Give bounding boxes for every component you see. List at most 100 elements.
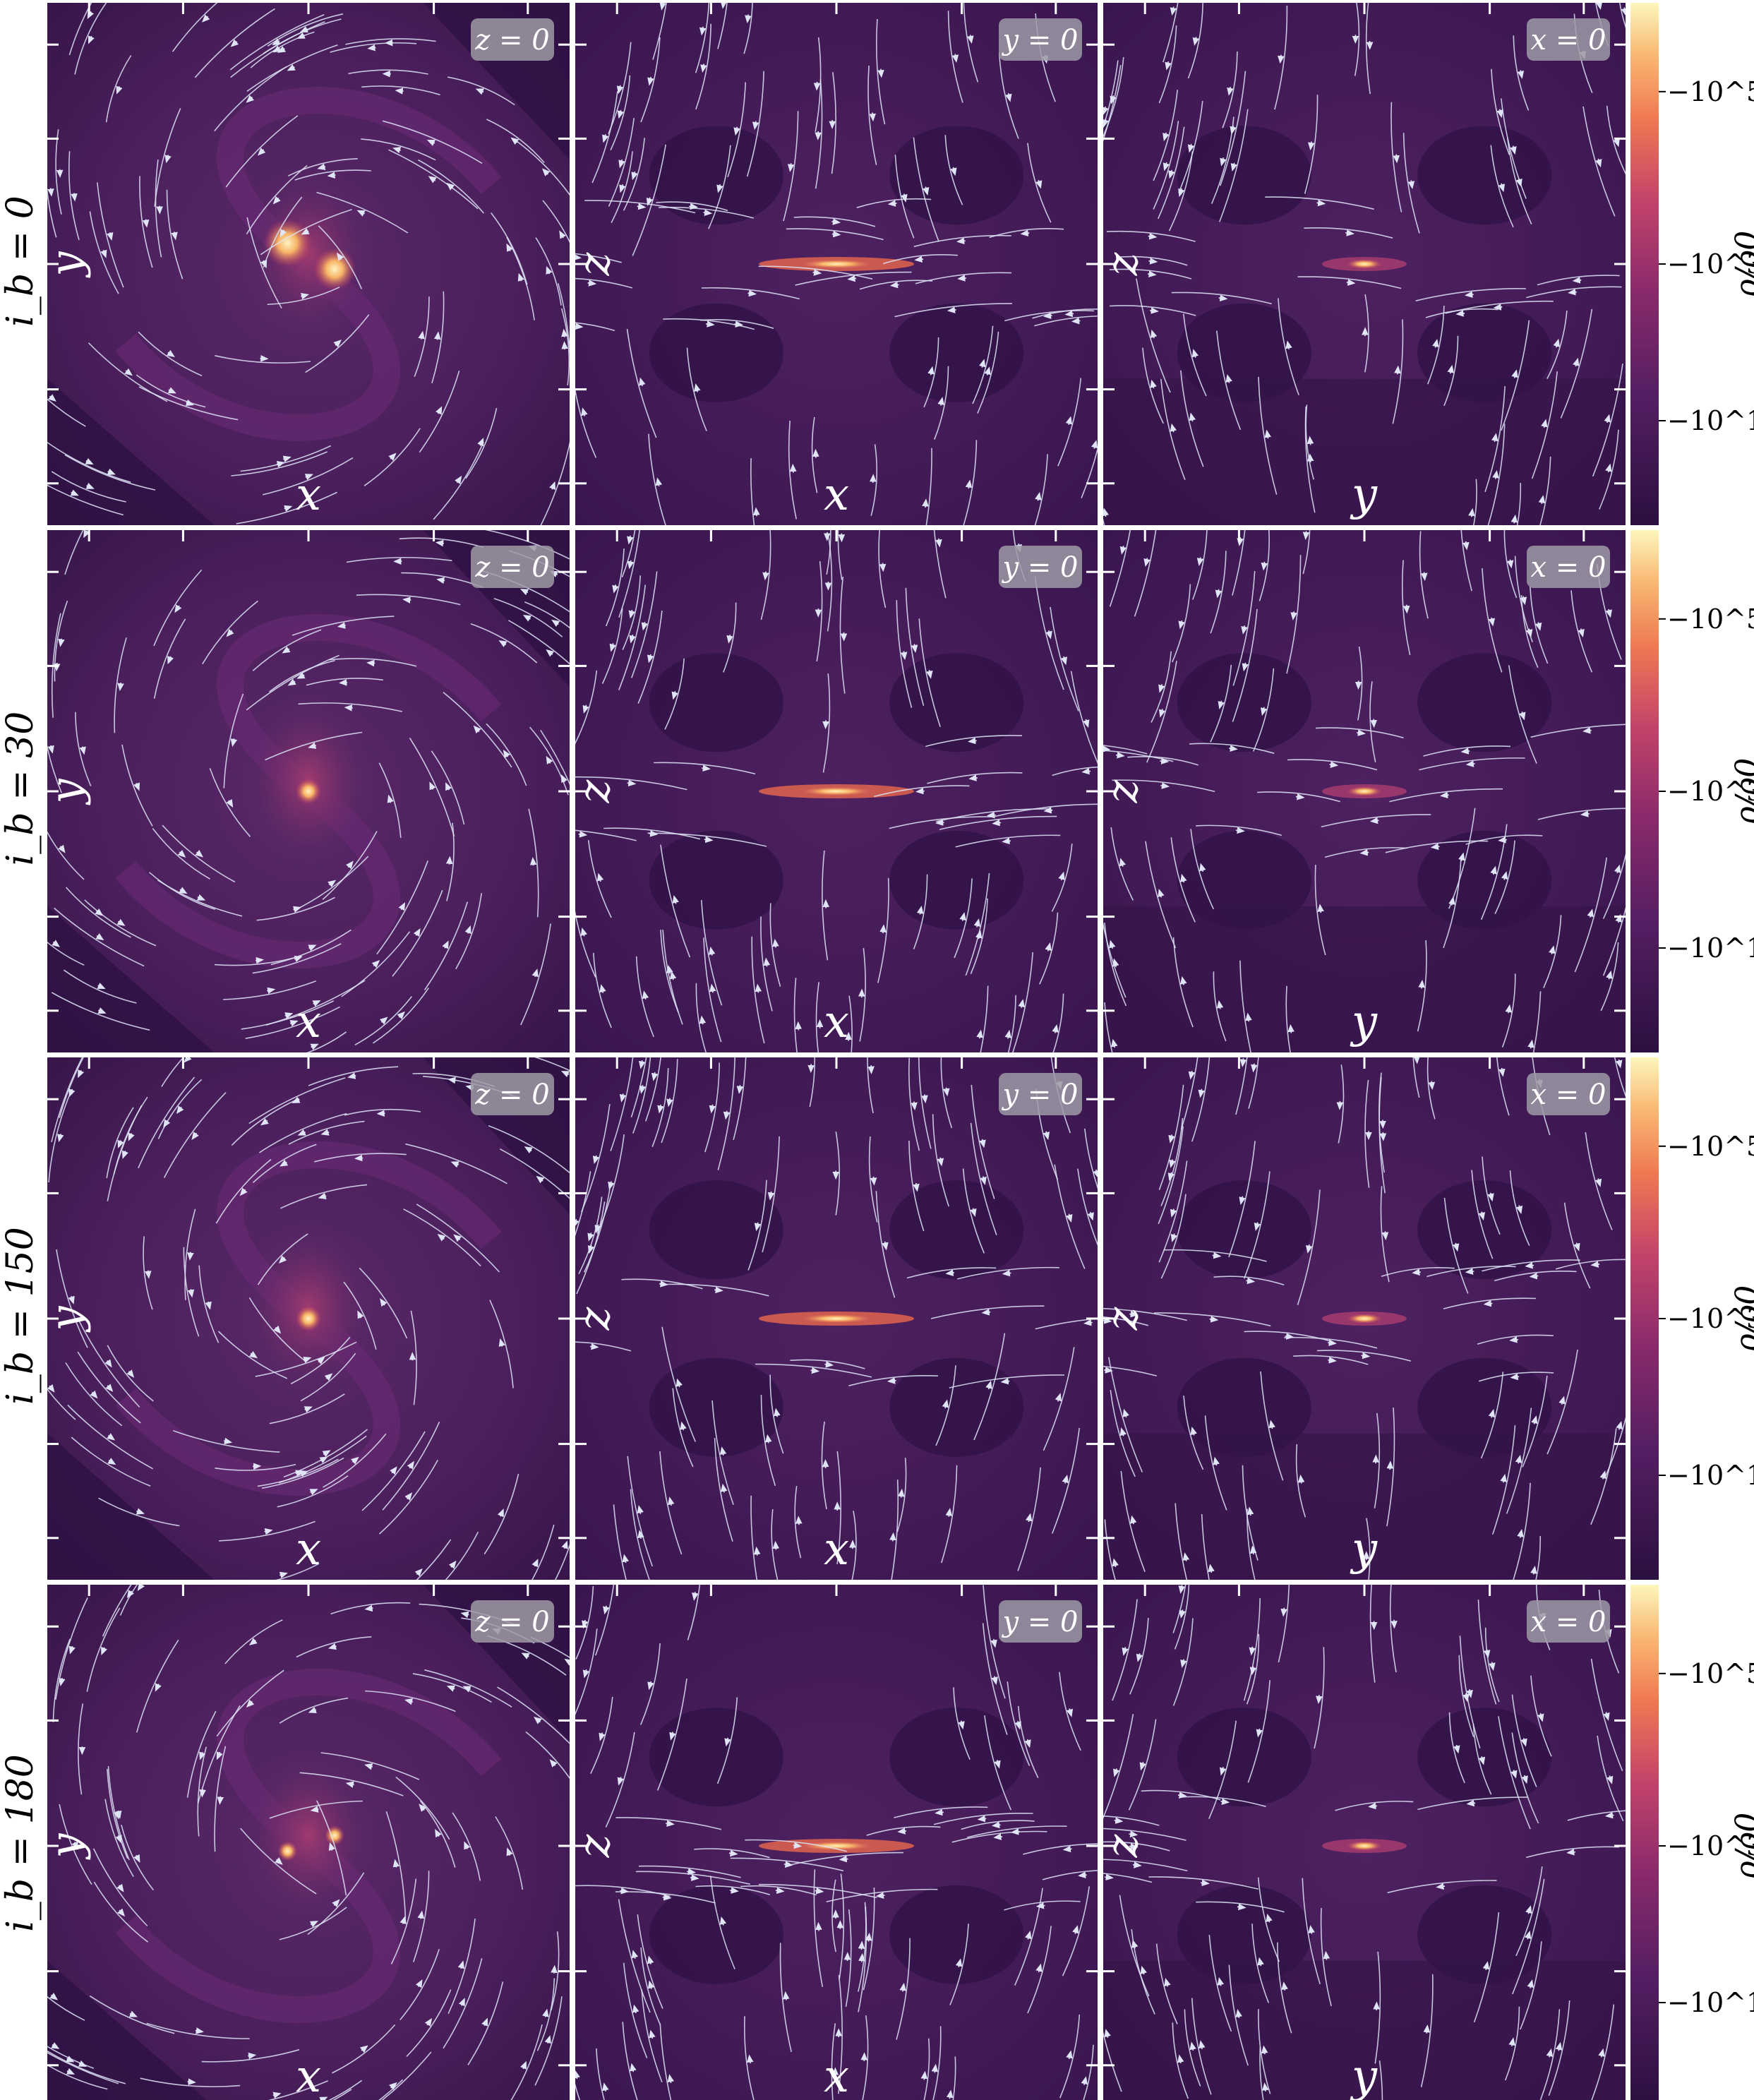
- streamline-arrow: [1515, 1454, 1522, 1464]
- streamline: [356, 594, 461, 606]
- streamline-arrow: [1498, 836, 1507, 844]
- streamline-arrow: [1066, 1213, 1073, 1223]
- streamline: [361, 138, 436, 161]
- streamline-arrow: [877, 68, 884, 78]
- streamline-arrow: [951, 54, 959, 64]
- streamline-arrow: [1407, 180, 1415, 190]
- streamline-arrow: [914, 256, 924, 263]
- streamline-arrow: [765, 1434, 772, 1444]
- streamline: [626, 328, 657, 438]
- streamline-arrow: [889, 1532, 896, 1542]
- streamline-arrow: [560, 774, 568, 784]
- streamline-arrow: [1478, 1756, 1486, 1765]
- streamline: [183, 1247, 200, 1337]
- streamline-arrow: [942, 1399, 949, 1409]
- streamline-arrow: [549, 1759, 558, 1768]
- streamline-arrow: [1158, 888, 1165, 898]
- streamline: [431, 291, 445, 384]
- density-hotspot: [296, 1306, 321, 1331]
- streamline-arrow: [1245, 1012, 1252, 1022]
- streamline-arrow: [379, 1016, 388, 1025]
- streamline-arrow: [1261, 561, 1268, 571]
- streamline: [316, 191, 409, 234]
- colorbar-label: ρ/ρ0: [1729, 1813, 1754, 1880]
- streamline-arrow: [984, 366, 991, 376]
- streamline: [330, 1602, 411, 1615]
- streamline: [269, 1800, 363, 1819]
- panel-r2-x0: x = 0 y z: [1096, 1057, 1626, 1580]
- streamline-arrow: [435, 1828, 442, 1838]
- streamline-arrow: [726, 634, 733, 644]
- streamline-arrow: [292, 1096, 301, 1103]
- streamline-arrow: [1573, 1242, 1580, 1252]
- streamline-arrow: [308, 944, 317, 952]
- streamline: [102, 1585, 132, 1637]
- streamline-arrow: [284, 505, 293, 512]
- streamline-arrow: [1083, 719, 1090, 728]
- streamline-arrow: [445, 782, 452, 791]
- streamline: [970, 898, 988, 975]
- streamline-arrow: [955, 1958, 963, 1967]
- streamline: [1120, 1470, 1146, 1572]
- streamline: [59, 1057, 84, 1118]
- streamline-arrow: [1423, 2024, 1431, 2034]
- streamline-arrow: [521, 1652, 530, 1660]
- streamline-arrow: [911, 644, 918, 654]
- streamline-arrow: [1566, 1849, 1576, 1856]
- streamline-arrow: [464, 1841, 471, 1850]
- streamline-arrow: [824, 1361, 834, 1368]
- streamline-arrow: [328, 880, 337, 888]
- streamline: [1059, 2014, 1081, 2099]
- horizontal-axis-label: x: [824, 2051, 849, 2100]
- streamline-arrow: [167, 656, 174, 665]
- horizontal-axis-label: x: [824, 1523, 849, 1576]
- streamline-arrow: [1025, 1931, 1032, 1940]
- streamline-arrow: [662, 1894, 672, 1901]
- vertical-axis-label: y: [40, 251, 92, 279]
- streamline: [1600, 942, 1619, 1012]
- streamline: [821, 1421, 827, 1510]
- slice-label: y = 0: [1002, 24, 1079, 56]
- streamline-arrow: [1109, 940, 1116, 949]
- streamline-arrow: [49, 1993, 59, 2000]
- streamline: [1213, 971, 1227, 1042]
- streamline-arrow: [1603, 1712, 1610, 1721]
- streamline-arrow: [171, 232, 178, 241]
- streamline-arrow: [581, 407, 588, 416]
- streamline-arrow: [435, 406, 443, 415]
- streamline: [148, 872, 216, 911]
- streamline: [1369, 681, 1376, 762]
- streamline-arrow: [549, 481, 556, 491]
- streamline-arrow: [126, 1369, 135, 1378]
- streamline-arrow: [1103, 106, 1109, 116]
- streamline: [977, 331, 999, 414]
- streamline-arrow: [115, 1810, 122, 1819]
- horizontal-axis-label: x: [824, 469, 849, 521]
- streamline-arrow: [915, 787, 925, 795]
- spiral-arm: [217, 87, 502, 275]
- vertical-axis-label: y: [40, 779, 92, 806]
- streamline-arrow: [1478, 1211, 1486, 1220]
- streamline: [593, 952, 612, 1028]
- streamline-arrow: [419, 1804, 427, 1812]
- row-separator: [47, 1052, 1754, 1057]
- streamline-arrow: [1230, 125, 1237, 135]
- vertical-axis-label: y: [40, 1306, 92, 1333]
- streamline-arrow: [1000, 1378, 1010, 1385]
- streamline: [1443, 335, 1459, 407]
- streamline: [399, 537, 484, 548]
- streamline: [143, 1236, 153, 1310]
- slice-label: x = 0: [1531, 1606, 1606, 1638]
- slice-label-box: [471, 1600, 554, 1643]
- streamline-arrow: [1573, 357, 1580, 367]
- streamline-arrow: [47, 188, 54, 197]
- streamline: [361, 85, 440, 96]
- streamline: [660, 930, 679, 1013]
- streamline: [201, 2048, 300, 2063]
- streamline-arrow: [519, 589, 529, 596]
- streamline-arrow: [448, 1560, 457, 1569]
- streamline: [949, 1924, 969, 2005]
- streamline: [1354, 3, 1360, 76]
- streamline: [346, 556, 452, 563]
